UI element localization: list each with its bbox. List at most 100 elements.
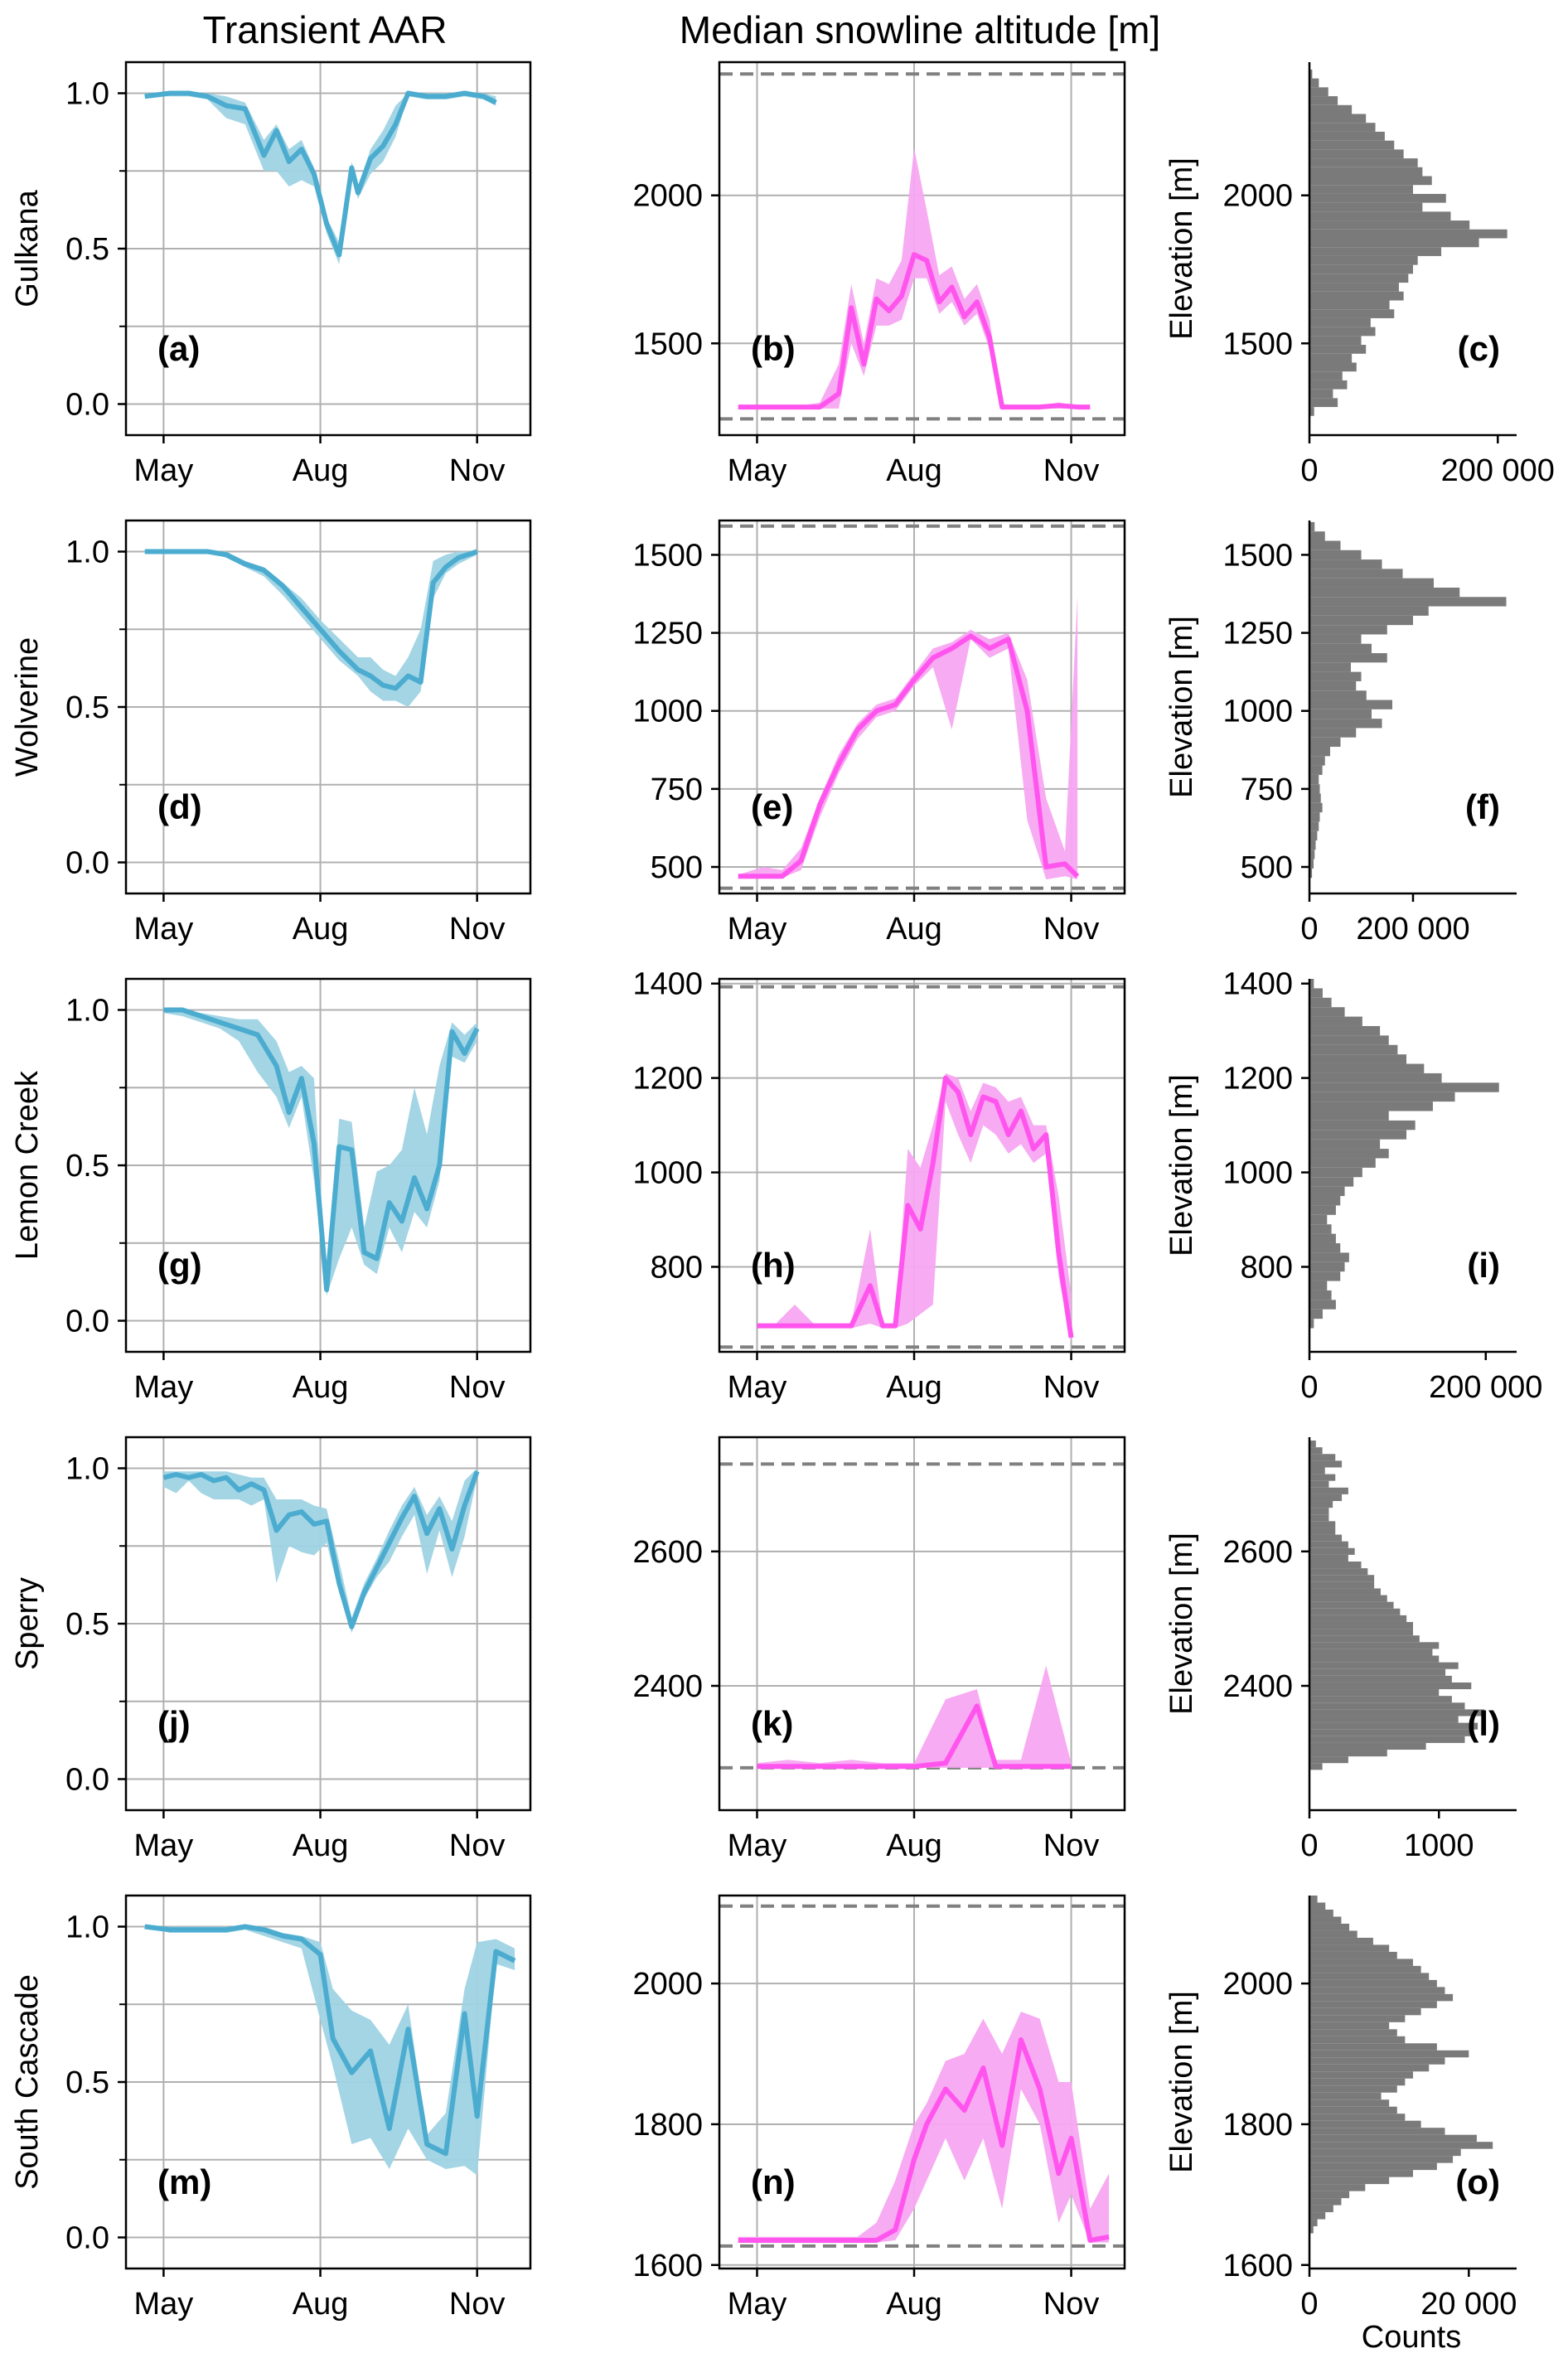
histogram-bar xyxy=(1309,1987,1445,1994)
histogram-bar xyxy=(1309,2036,1406,2044)
histogram-bar xyxy=(1309,247,1442,256)
y-tick-label: 2600 xyxy=(632,1535,703,1570)
histogram-bar xyxy=(1309,1309,1323,1320)
histogram-bar xyxy=(1309,1736,1465,1743)
x-tick-label: May xyxy=(728,1828,787,1863)
column-title-aar: Transient AAR xyxy=(203,8,448,51)
x-tick-label: May xyxy=(133,1370,193,1405)
axes-frame xyxy=(718,519,1126,895)
histogram-bar xyxy=(1309,1102,1433,1111)
histogram-bar xyxy=(1309,979,1314,989)
row-wolverine: Wolverine 0.0 0.5 1.0 May Aug Nov (d) 500 750 1000… xyxy=(10,519,1517,947)
histogram-bar xyxy=(1309,2043,1437,2051)
histogram-bar xyxy=(1309,211,1451,221)
histogram-bar xyxy=(1309,283,1399,292)
y-tick-label: 0.5 xyxy=(65,1607,109,1642)
histogram-bar xyxy=(1309,1615,1407,1622)
histogram-bar xyxy=(1309,1063,1425,1073)
x-tick-label: Aug xyxy=(293,453,349,488)
histogram-bar xyxy=(1309,202,1423,212)
histogram-bar xyxy=(1309,1290,1332,1300)
hist-xlabel: Counts xyxy=(1362,2320,1461,2355)
y-tick-label: 1400 xyxy=(1222,967,1293,1002)
y-tick-label: 1000 xyxy=(632,1156,703,1191)
histogram-bar xyxy=(1309,1547,1355,1555)
histogram-bar xyxy=(1309,1007,1345,1017)
histogram-bar xyxy=(1309,1224,1332,1234)
x-tick-label: Nov xyxy=(1043,1828,1100,1863)
panel-label: (a) xyxy=(157,329,200,368)
histogram-bar xyxy=(1309,1944,1390,1952)
histogram-bar xyxy=(1309,2099,1390,2107)
x-tick-label: Aug xyxy=(886,2287,942,2322)
histogram-bar xyxy=(1309,540,1341,550)
panel-label: (d) xyxy=(157,787,202,826)
sla-uncertainty-band xyxy=(757,1665,1072,1768)
histogram-bar xyxy=(1309,2198,1342,2206)
x-tick-label: 200 000 xyxy=(1441,453,1555,488)
histogram-bar xyxy=(1309,1082,1499,1092)
histogram-bar xyxy=(1309,220,1470,230)
aar-panel: 0.0 0.5 1.0 May Aug Nov (m) xyxy=(65,1894,532,2322)
histogram-bar xyxy=(1309,1501,1333,1508)
histogram-bar xyxy=(1309,317,1371,327)
y-tick-label: 0.0 xyxy=(65,846,109,881)
histogram-bar xyxy=(1309,2022,1390,2030)
histogram-bar xyxy=(1309,1696,1452,1703)
aar-uncertainty-band xyxy=(163,1010,477,1296)
histogram-bar xyxy=(1309,1763,1323,1770)
sla-median-line xyxy=(757,1703,1072,1770)
histogram-bar xyxy=(1309,1494,1343,1502)
x-tick-label: May xyxy=(728,2287,787,2322)
x-tick-label: Nov xyxy=(449,453,506,488)
histogram-bar xyxy=(1309,1601,1394,1609)
histogram-bar xyxy=(1309,1319,1314,1329)
histogram-bar xyxy=(1309,709,1372,719)
aar-panel: 0.0 0.5 1.0 May Aug Nov (j) xyxy=(65,1436,532,1863)
histogram-bar xyxy=(1309,653,1387,663)
histogram-bar xyxy=(1309,988,1323,998)
histogram-bar xyxy=(1309,1205,1336,1215)
hist-panel: 2400 2600 0 1000 Elevation [m] (l) xyxy=(1164,1437,1517,1863)
histogram-bar xyxy=(1309,238,1479,248)
y-tick-label: 1600 xyxy=(1222,2249,1293,2283)
sla-panel: 800 1000 1200 1400 May Aug Nov (h) xyxy=(632,967,1126,1405)
histogram-bar xyxy=(1309,531,1325,541)
glacier-name: South Cascade xyxy=(10,1974,45,2190)
x-tick-label: Nov xyxy=(1043,912,1100,947)
histogram-bar xyxy=(1309,1467,1325,1474)
histogram-bar xyxy=(1309,2114,1406,2121)
row-sperry: Sperry 0.0 0.5 1.0 May Aug Nov (j) 2400 2600 May Au… xyxy=(10,1436,1517,1863)
y-tick-label: 1.0 xyxy=(65,994,109,1029)
histogram-bar xyxy=(1309,625,1387,635)
histogram-bar xyxy=(1309,104,1353,114)
x-tick-label: 200 000 xyxy=(1356,912,1469,947)
histogram-bar xyxy=(1309,1562,1362,1569)
histogram-bar xyxy=(1309,1541,1348,1548)
histogram-bar xyxy=(1309,1214,1328,1225)
panel-label: (m) xyxy=(157,2162,211,2201)
histogram-bar xyxy=(1309,1722,1478,1730)
histogram-bar xyxy=(1309,398,1338,408)
y-tick-label: 0.5 xyxy=(65,1149,109,1184)
histogram-bar xyxy=(1309,1629,1413,1636)
histogram-bar xyxy=(1309,362,1357,372)
histogram-bar xyxy=(1309,1742,1426,1750)
x-tick-label: May xyxy=(133,2287,193,2322)
histogram-bar xyxy=(1309,680,1357,691)
y-tick-label: 1400 xyxy=(632,967,703,1002)
sla-median-line xyxy=(738,2037,1110,2244)
histogram-bar xyxy=(1309,569,1403,579)
histogram-bar xyxy=(1309,868,1313,879)
hist-ylabel: Elevation [m] xyxy=(1164,157,1199,340)
histogram-bar xyxy=(1309,643,1372,654)
histogram-bar xyxy=(1309,309,1395,318)
y-tick-label: 750 xyxy=(651,772,703,807)
x-tick-label: May xyxy=(728,1370,787,1405)
x-tick-label: Nov xyxy=(449,912,506,947)
histogram-bar xyxy=(1309,1896,1318,1903)
aar-panel: 0.0 0.5 1.0 May Aug Nov (d) xyxy=(65,519,532,947)
histogram-bar xyxy=(1309,1177,1354,1187)
panel-label: (n) xyxy=(751,2162,796,2201)
y-tick-label: 500 xyxy=(651,850,703,885)
